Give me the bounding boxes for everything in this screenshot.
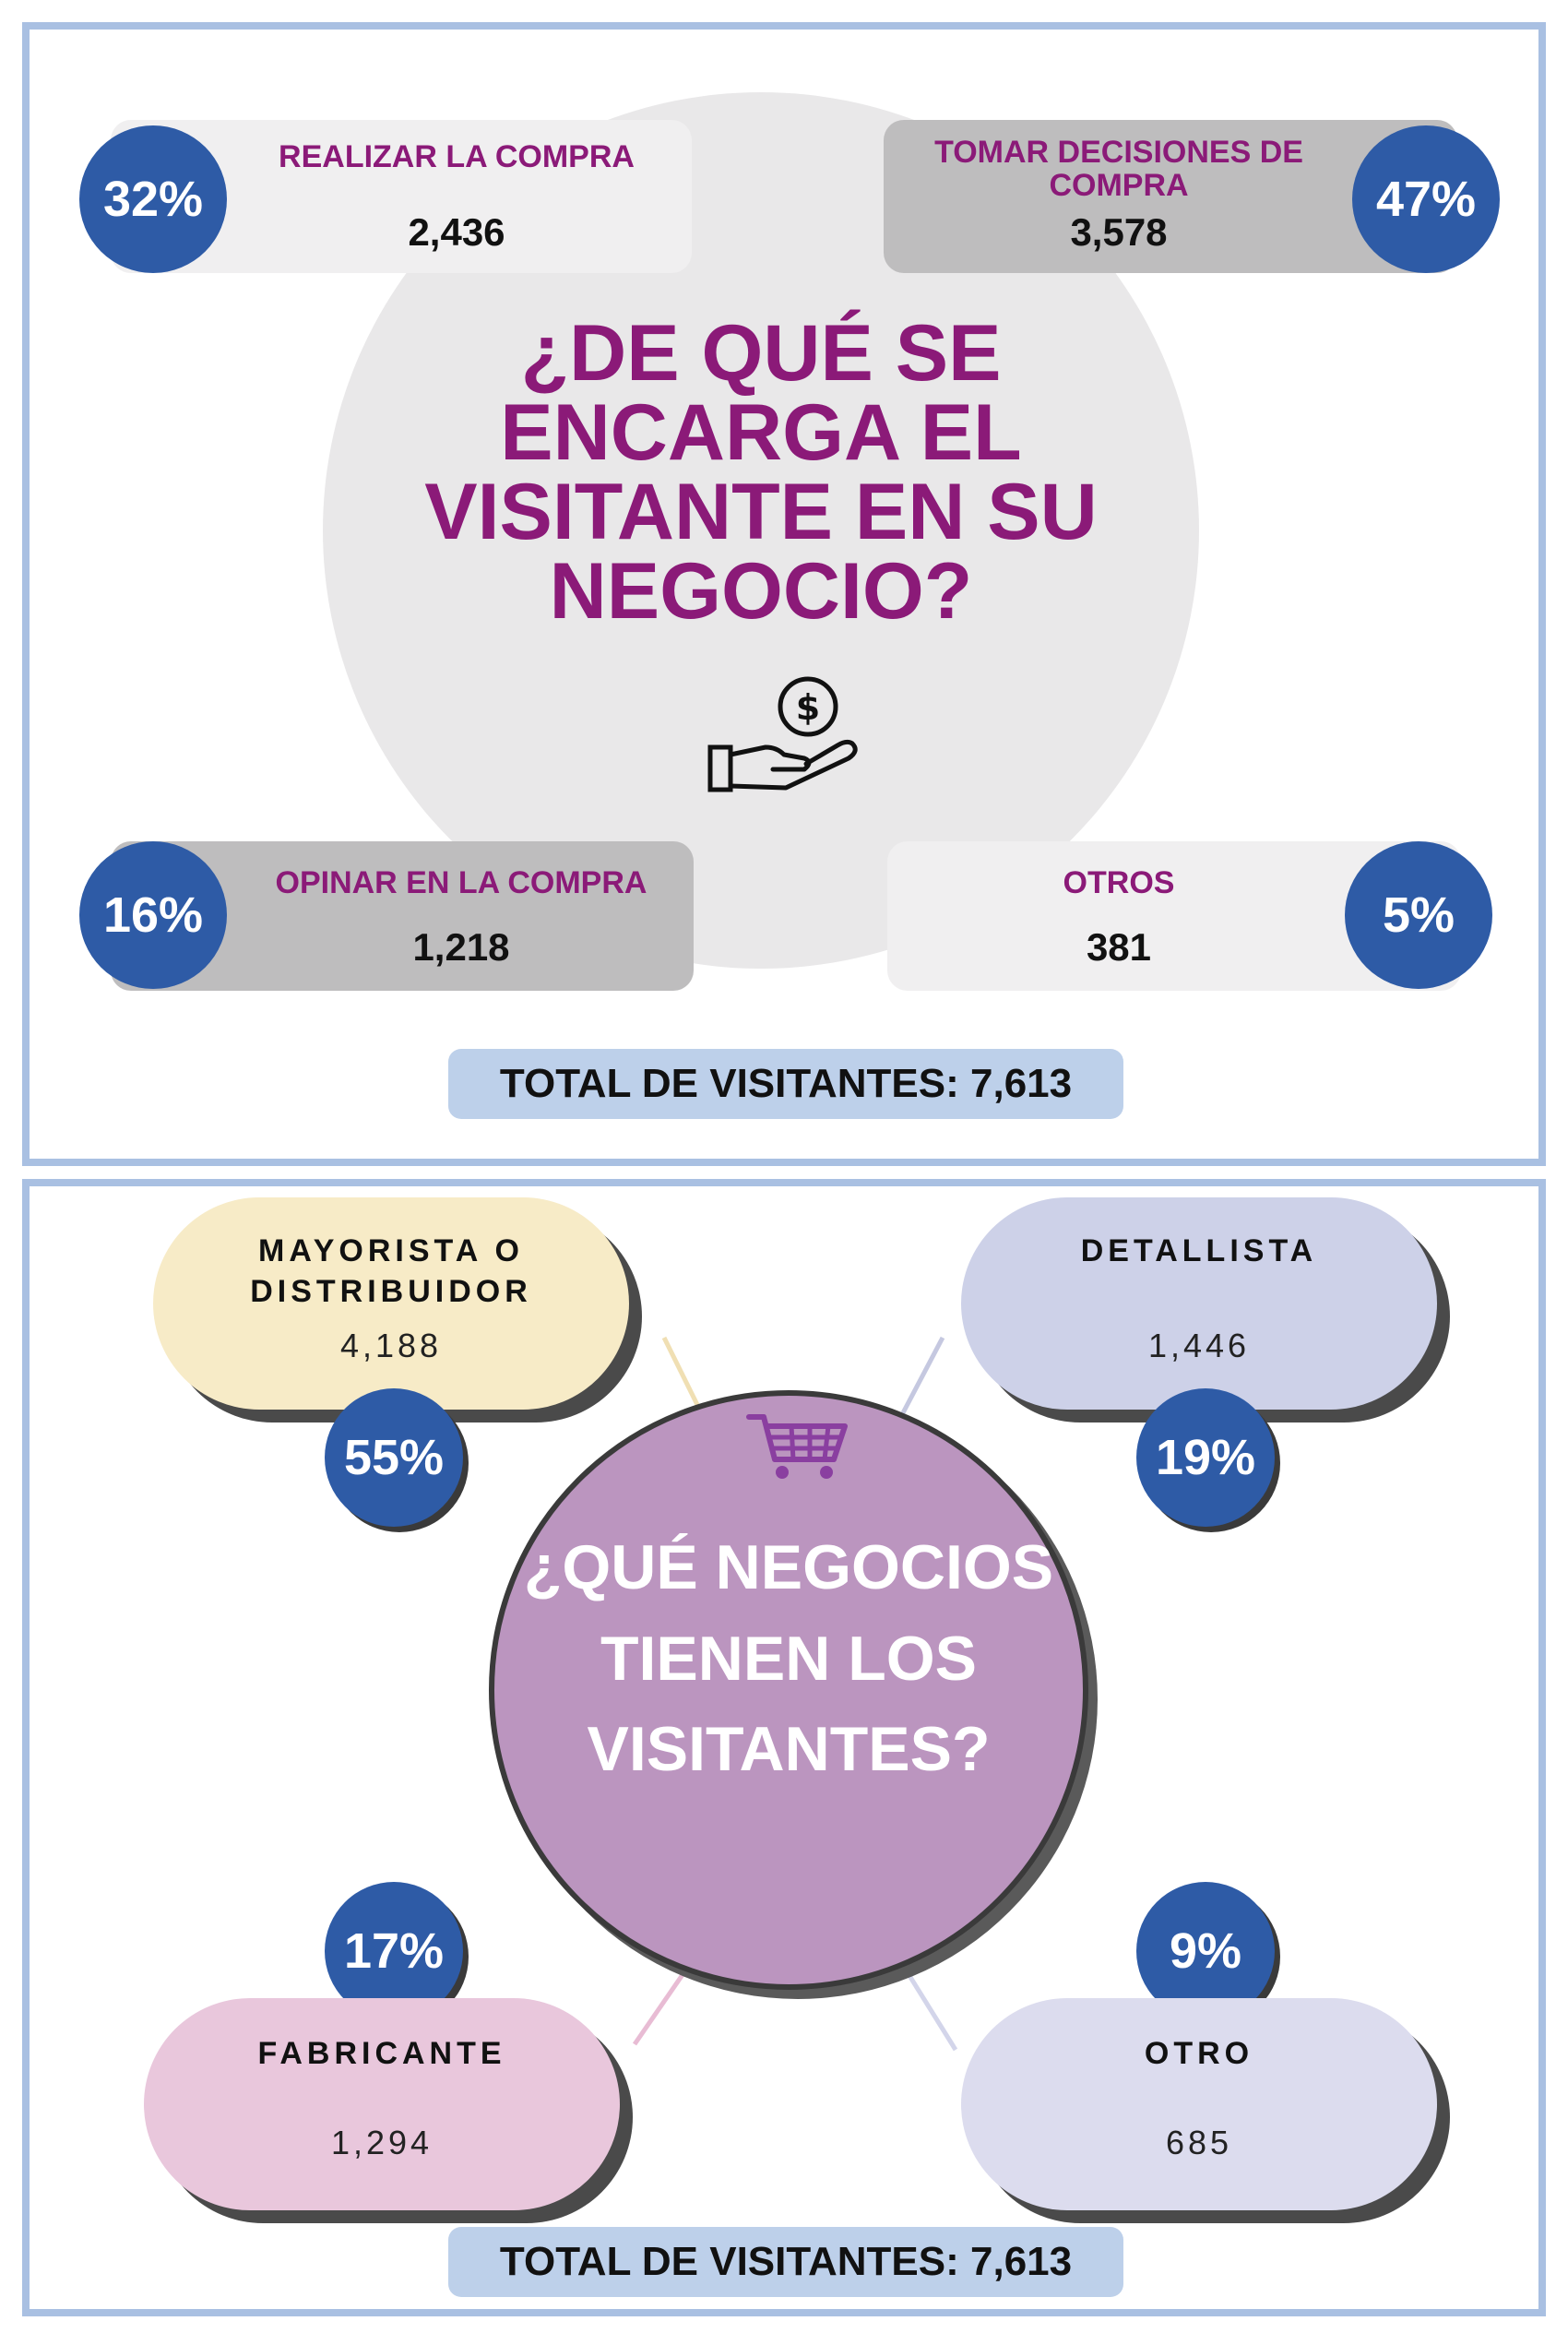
percent-badge: 55% (325, 1388, 463, 1527)
percent-badge: 32% (79, 125, 227, 273)
percent-badge: 47% (1352, 125, 1500, 273)
svg-text:$: $ (796, 687, 820, 728)
card-label: MAYORISTA O DISTRIBUIDOR (250, 1233, 532, 1310)
bottom-total-box: TOTAL DE VISITANTES: 7,613 (448, 2227, 1123, 2297)
card-otro (961, 1998, 1437, 2210)
top-title: ¿DE QUÉ SE ENCARGA EL VISITANTE EN SU NE… (424, 309, 1098, 636)
card-label: TOMAR DECISIONES DE COMPRA (934, 135, 1303, 203)
card-label: REALIZAR LA COMPRA (279, 139, 635, 174)
card-label: OTRO (1144, 2036, 1254, 2071)
card-value: 2,436 (408, 210, 505, 254)
card-fabricante (144, 1998, 620, 2210)
card-label: FABRICANTE (257, 2036, 506, 2071)
percent-badge: 17% (325, 1882, 463, 2020)
bottom-title: ¿QUÉ NEGOCIOS TIENEN LOS VISITANTES? (523, 1532, 1054, 1785)
card-value: 1,294 (330, 2124, 434, 2161)
card-value: 4,188 (339, 1327, 443, 1364)
card-label: DETALLISTA (1080, 1233, 1318, 1268)
top-total-box: TOTAL DE VISITANTES: 7,613 (448, 1049, 1123, 1119)
shopping-cart-icon (746, 1414, 848, 1479)
card-value: 381 (1086, 925, 1152, 969)
card-detallista (961, 1197, 1437, 1410)
card-label: OPINAR EN LA COMPRA (275, 865, 647, 900)
card-mayorista (153, 1197, 629, 1410)
hand-money-icon: $ (707, 676, 858, 792)
percent-badge: 5% (1345, 841, 1492, 989)
percent-badge: 9% (1136, 1882, 1275, 2020)
card-value: 3,578 (1070, 210, 1168, 254)
card-value: 1,218 (412, 925, 510, 969)
card-value: 685 (1165, 2124, 1233, 2161)
card-value: 1,446 (1147, 1327, 1251, 1364)
center-circle (489, 1390, 1088, 1990)
percent-badge: 19% (1136, 1388, 1275, 1527)
percent-badge: 16% (79, 841, 227, 989)
card-label: OTROS (1063, 865, 1175, 900)
